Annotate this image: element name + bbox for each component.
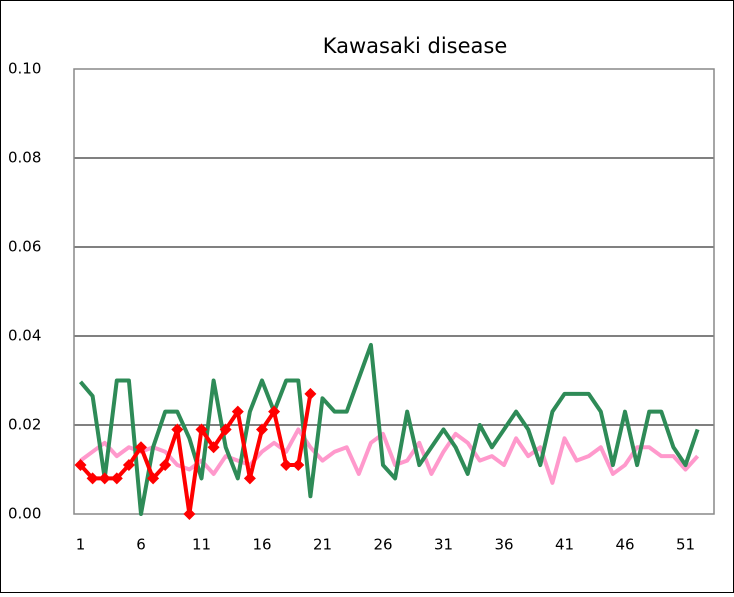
marker: [207, 441, 220, 454]
marker: [122, 459, 135, 472]
marker: [86, 472, 99, 485]
x-tick-label: 6: [136, 536, 146, 554]
x-tick-label: 11: [192, 536, 211, 554]
marker: [195, 423, 208, 436]
y-tick-label: 0.06: [8, 238, 41, 256]
x-tick-label: 1: [76, 536, 86, 554]
marker: [135, 441, 147, 454]
x-tick-label: 16: [252, 536, 271, 554]
marker: [280, 459, 293, 472]
marker: [171, 423, 184, 436]
marker: [110, 472, 123, 485]
x-tick-label: 46: [615, 536, 634, 554]
marker: [74, 459, 87, 472]
x-tick-label: 21: [313, 536, 332, 554]
x-tick-label: 31: [434, 536, 453, 554]
y-tick-label: 0.08: [8, 149, 41, 167]
plot-frame: [73, 68, 715, 515]
y-tick-label: 0.10: [8, 60, 41, 78]
x-tick-label: 26: [373, 536, 392, 554]
marker: [256, 423, 268, 436]
marker: [183, 508, 196, 520]
marker: [219, 423, 232, 436]
chart-title: Kawasaki disease: [323, 34, 508, 58]
x-tick-label: 51: [676, 536, 695, 554]
marker: [159, 459, 172, 472]
y-tick-label: 0.00: [8, 505, 41, 523]
marker: [147, 472, 160, 485]
marker: [231, 405, 244, 418]
marker: [304, 387, 317, 400]
marker: [268, 405, 281, 418]
x-tick-label: 36: [494, 536, 513, 554]
y-tick-label: 0.02: [8, 416, 41, 434]
marker: [292, 459, 305, 472]
series-line: [78, 342, 700, 516]
marker: [243, 472, 256, 485]
marker: [98, 472, 111, 485]
y-tick-label: 0.04: [8, 327, 41, 345]
x-tick-label: 41: [555, 536, 574, 554]
